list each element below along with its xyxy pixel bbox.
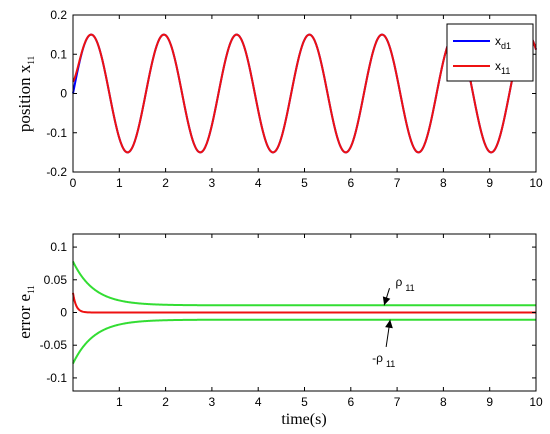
y-tick-label: -0.1 xyxy=(46,126,67,140)
y-tick-label: 0.1 xyxy=(50,47,67,61)
bottom-ylabel: error e11 xyxy=(15,285,36,339)
legend: xd1 x11 xyxy=(446,23,534,82)
y-tick-label: 0.1 xyxy=(50,240,67,254)
annotation-label: ρ 11 xyxy=(396,275,415,293)
y-tick-label: 0.2 xyxy=(50,8,67,22)
x-tick-label: 7 xyxy=(394,395,401,409)
legend-label-xd1: xd1 xyxy=(495,34,511,51)
top-plot-frame xyxy=(72,14,537,173)
x-tick-label: 8 xyxy=(440,176,447,190)
y-tick-label: 0 xyxy=(60,306,67,320)
y-tick-label: -0.2 xyxy=(46,165,67,179)
annotation-label-sub: 11 xyxy=(405,283,414,293)
bottom-plot-frame xyxy=(72,233,537,392)
x-tick-label: 10 xyxy=(529,395,543,409)
legend-box xyxy=(446,23,534,82)
annotation-label-main: -ρ xyxy=(372,351,383,365)
x-tick-label: 8 xyxy=(440,395,447,409)
x-tick-label: 4 xyxy=(255,395,262,409)
x-tick-label: 5 xyxy=(301,176,308,190)
x-tick-label: 2 xyxy=(162,395,169,409)
annotation-label: -ρ 11 xyxy=(372,351,395,369)
legend-label-x11: x11 xyxy=(495,59,510,76)
y-tick-label: 0 xyxy=(60,87,67,101)
bottom-plot: 1 2 3 4 5 6 7 8 9 10 -0.1 -0.05 0 0.05 0.1 error e11 t… xyxy=(15,233,543,428)
x-tick-label: 2 xyxy=(162,176,169,190)
x-tick-label: 10 xyxy=(529,176,543,190)
bottom-xlabel: time(s) xyxy=(281,411,326,428)
annotation-arrowhead xyxy=(382,296,391,306)
y-tick-label: 0.05 xyxy=(44,273,68,287)
x-tick-label: 5 xyxy=(301,395,308,409)
annotation-label-sub: 11 xyxy=(386,359,395,369)
series-line-1-0 xyxy=(72,261,536,307)
x-tick-label: 0 xyxy=(70,176,77,190)
x-tick-label: 6 xyxy=(347,395,354,409)
x-tick-label: 1 xyxy=(116,176,123,190)
y-tick-label: -0.1 xyxy=(46,371,67,385)
x-tick-label: 3 xyxy=(209,395,216,409)
annotation-arrowhead xyxy=(385,319,393,329)
x-tick-label: 1 xyxy=(116,395,123,409)
x-tick-label: 3 xyxy=(209,176,216,190)
x-tick-label: 9 xyxy=(486,395,493,409)
series-line-1-1 xyxy=(72,318,536,364)
x-tick-label: 4 xyxy=(255,176,262,190)
y-tick-label: -0.05 xyxy=(40,338,68,352)
x-tick-label: 9 xyxy=(486,176,493,190)
top-ylabel: position x11 xyxy=(15,56,36,132)
x-tick-label: 7 xyxy=(394,176,401,190)
x-tick-label: 6 xyxy=(347,176,354,190)
annotation-label-main: ρ xyxy=(396,275,403,289)
top-plot: 0 1 2 3 4 5 6 7 8 9 10 -0.2 -0.1 0 0.1 0.2 position x11… xyxy=(15,8,543,190)
series-line-1-2 xyxy=(72,292,536,314)
